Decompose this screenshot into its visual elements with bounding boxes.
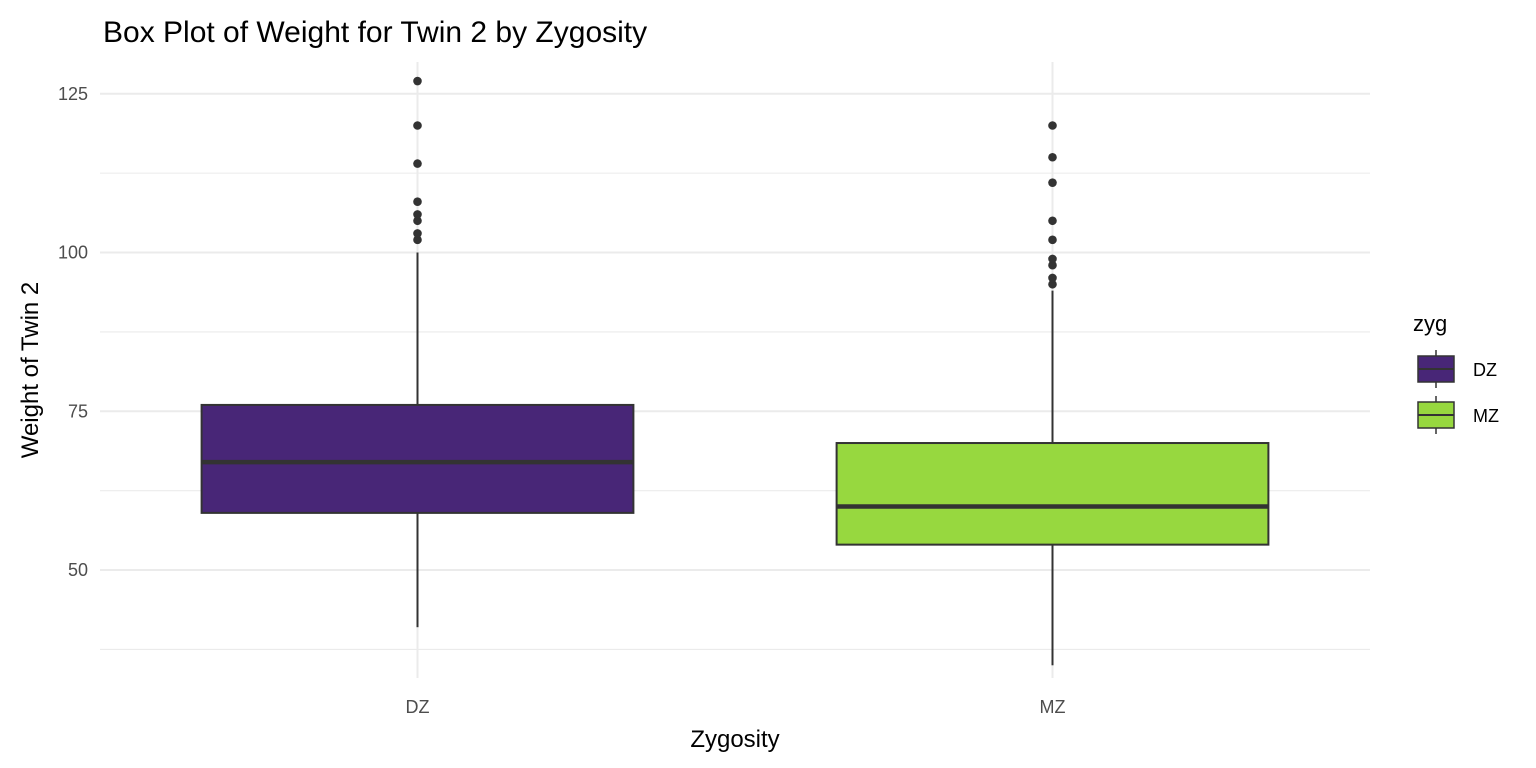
y-axis-ticks: 50 75 100 125	[58, 84, 88, 580]
legend-title: zyg	[1413, 311, 1447, 336]
legend: zyg DZ MZ	[1413, 311, 1499, 434]
legend-item-dz: DZ	[1417, 350, 1497, 388]
outlier-point	[413, 216, 422, 226]
outlier-point	[413, 197, 422, 207]
outlier-point	[413, 159, 422, 168]
outlier-point	[413, 210, 422, 219]
outlier-point	[413, 235, 422, 245]
outlier-point	[413, 76, 422, 86]
y-tick-label: 50	[68, 560, 88, 580]
box-mz	[835, 121, 1270, 666]
y-tick-label: 100	[58, 243, 88, 263]
outlier-point	[1048, 254, 1057, 264]
y-tick-label: 75	[68, 401, 88, 421]
outlier-point	[1048, 216, 1057, 226]
outlier-point	[1048, 152, 1057, 162]
x-tick-label: DZ	[406, 697, 430, 717]
boxes-layer	[200, 76, 1270, 666]
chart-title: Box Plot of Weight for Twin 2 by Zygosit…	[103, 16, 647, 49]
box-dz	[200, 76, 635, 628]
outlier-point	[1048, 260, 1057, 270]
grid-layer	[100, 62, 1370, 678]
outlier-point	[1048, 279, 1057, 289]
outlier-point	[1048, 235, 1057, 245]
outlier-point	[1048, 121, 1057, 130]
legend-item-mz: MZ	[1417, 396, 1499, 434]
y-tick-label: 125	[58, 84, 88, 104]
box-iqr	[200, 403, 635, 514]
outlier-point	[413, 121, 422, 130]
outlier-point	[1048, 178, 1057, 187]
x-axis-ticks: DZ MZ	[406, 697, 1066, 717]
legend-label: DZ	[1473, 360, 1497, 380]
x-tick-label: MZ	[1040, 697, 1066, 717]
outlier-point	[413, 229, 422, 238]
x-axis-title: Zygosity	[690, 726, 779, 753]
box-iqr	[835, 442, 1270, 546]
y-axis-title: Weight of Twin 2	[17, 282, 44, 459]
outlier-point	[1048, 273, 1057, 283]
legend-label: MZ	[1473, 406, 1499, 426]
